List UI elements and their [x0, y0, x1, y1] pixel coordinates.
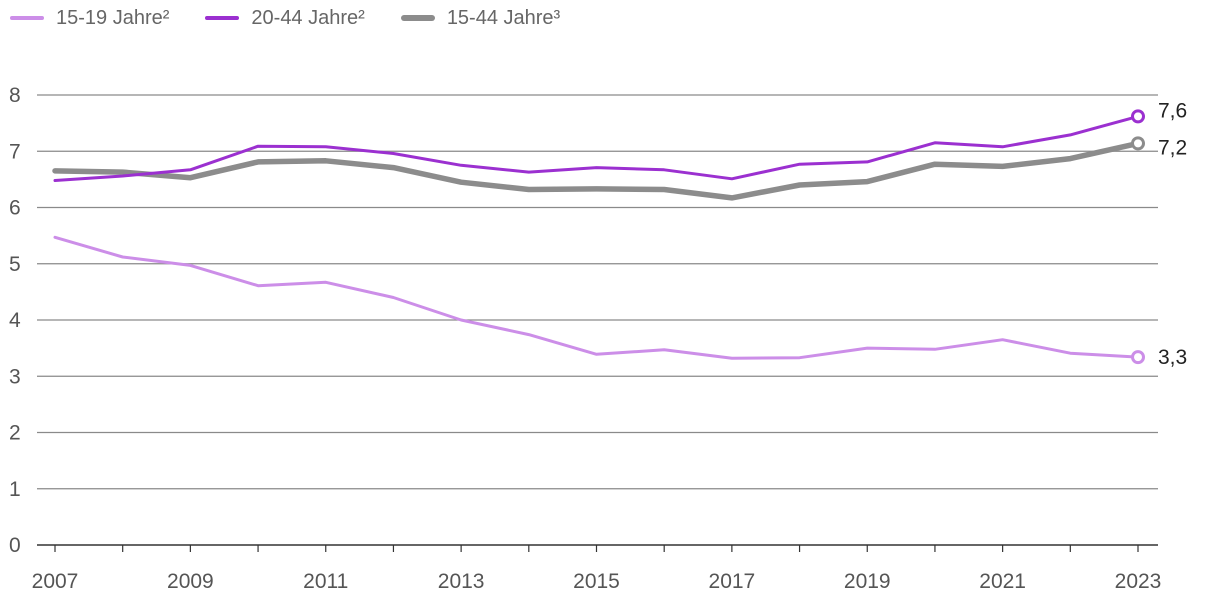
series-lines [52, 114, 1141, 360]
y-tick-label-4: 4 [9, 309, 21, 332]
y-tick-label-8: 8 [9, 84, 21, 107]
y-tick-label-6: 6 [9, 197, 21, 220]
x-tick-label-2011: 2011 [303, 570, 348, 593]
x-tick-label-2013: 2013 [438, 570, 485, 593]
y-tick-label-0: 0 [9, 534, 21, 557]
series-end-label-2: 7,2 [1158, 136, 1187, 159]
legend-swatch-15-19 [10, 16, 44, 20]
legend-label-15-44: 15-44 Jahre³ [446, 6, 561, 29]
gridlines [37, 94, 1158, 546]
x-tick-label-2007: 2007 [32, 570, 79, 593]
y-tick-label-7: 7 [9, 140, 21, 163]
legend-item-20-44: 20-44 Jahre² [205, 6, 365, 30]
series-end-label-1: 7,6 [1158, 99, 1187, 122]
legend-label-20-44: 20-44 Jahre² [251, 6, 365, 29]
y-tick-label-1: 1 [9, 478, 21, 501]
legend-item-15-44: 15-44 Jahre³ [400, 6, 561, 30]
x-tick-label-2015: 2015 [573, 570, 620, 593]
x-tick-label-2009: 2009 [167, 570, 214, 593]
legend-label-15-19: 15-19 Jahre² [56, 6, 170, 29]
x-tick-label-2017: 2017 [709, 570, 756, 593]
series-line-1 [53, 114, 1140, 182]
y-tick-label-2: 2 [9, 422, 21, 445]
y-tick-label-5: 5 [9, 253, 21, 276]
series-line-2 [52, 140, 1141, 201]
series-end-label-0: 3,3 [1158, 346, 1187, 369]
series-end-marker-0 [1131, 350, 1145, 365]
legend-swatch-15-44 [400, 15, 435, 21]
x-tick-label-2023: 2023 [1115, 570, 1162, 593]
axes: 0 1 2 3 4 5 6 7 8 2007 2009 2011 2013 2015 2017 2019 202… [9, 84, 1161, 593]
y-tick-label-3: 3 [9, 365, 21, 388]
end-markers: 3,3 7,6 7,2 [1131, 99, 1187, 369]
x-tick-label-2019: 2019 [844, 570, 891, 593]
x-tick-label-2021: 2021 [979, 570, 1026, 593]
series-line-0 [53, 235, 1140, 360]
series-end-marker-2 [1131, 136, 1145, 151]
legend-swatch-20-44 [205, 16, 240, 20]
legend-item-15-19: 15-19 Jahre² [10, 7, 169, 30]
series-end-marker-1 [1131, 109, 1145, 124]
legend: 15-19 Jahre² 20-44 Jahre² 15-44 Jahre³ [10, 4, 560, 32]
